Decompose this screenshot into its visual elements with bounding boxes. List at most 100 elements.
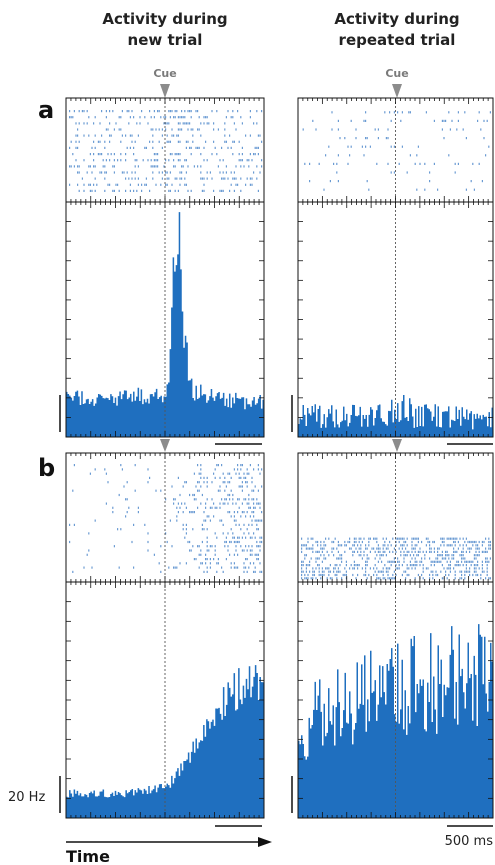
spike-tick <box>411 557 413 560</box>
spike-tick <box>94 177 96 180</box>
spike-tick <box>422 567 424 570</box>
spike-tick <box>254 536 256 539</box>
spike-tick <box>241 536 243 539</box>
spike-tick <box>237 498 239 501</box>
spike-tick <box>224 128 226 131</box>
spike-tick <box>430 564 432 567</box>
spike-tick <box>355 137 357 140</box>
spike-tick <box>261 519 263 522</box>
spike-tick <box>133 153 135 156</box>
spike-tick <box>358 547 360 550</box>
spike-tick <box>115 183 117 186</box>
spike-tick <box>249 562 251 565</box>
spike-tick <box>230 116 232 119</box>
spike-tick <box>326 577 328 580</box>
spike-tick <box>150 116 152 119</box>
spike-tick <box>257 153 259 156</box>
spike-tick <box>389 577 391 580</box>
spike-tick <box>88 165 90 168</box>
spike-tick <box>301 573 303 577</box>
spike-tick <box>377 550 379 553</box>
spike-tick <box>203 146 205 149</box>
spike-tick <box>459 570 461 573</box>
spike-tick <box>398 564 400 567</box>
spike-tick <box>233 177 235 180</box>
spike-tick <box>310 557 312 560</box>
spike-tick <box>248 566 250 569</box>
spike-tick <box>389 111 391 114</box>
spike-tick <box>137 134 139 137</box>
spike-tick <box>235 472 237 475</box>
spike-tick <box>249 506 251 509</box>
spike-tick <box>389 550 391 553</box>
spike-tick <box>251 177 253 180</box>
spike-tick <box>125 134 127 137</box>
spike-tick <box>198 128 200 131</box>
spike-tick <box>176 519 178 522</box>
spike-tick <box>221 177 223 180</box>
spike-tick <box>397 111 399 114</box>
spike-tick <box>232 110 234 113</box>
spike-tick <box>417 537 419 540</box>
spike-tick <box>432 570 434 573</box>
spike-tick <box>190 153 192 156</box>
spike-tick <box>441 557 443 560</box>
spike-tick <box>443 567 445 570</box>
spike-tick <box>357 567 359 570</box>
spike-tick <box>181 165 183 168</box>
spike-tick <box>368 540 370 544</box>
spike-tick <box>456 560 458 563</box>
spike-tick <box>125 498 127 501</box>
spike-tick <box>261 511 263 514</box>
spike-tick <box>481 567 483 570</box>
spike-tick <box>203 481 205 484</box>
spike-tick <box>129 189 131 192</box>
spike-tick <box>403 570 405 573</box>
spike-tick <box>200 165 202 168</box>
spike-tick <box>213 122 215 125</box>
spike-tick <box>240 485 242 488</box>
spike-tick <box>185 532 187 535</box>
spike-tick <box>126 146 128 149</box>
spike-tick <box>99 171 101 174</box>
spike-tick <box>409 564 411 567</box>
spike-tick <box>243 549 245 552</box>
spike-tick <box>406 564 408 567</box>
spike-tick <box>395 564 397 567</box>
spike-tick <box>483 570 485 573</box>
spike-tick <box>131 540 133 544</box>
spike-tick <box>337 544 339 547</box>
spike-tick <box>304 544 306 547</box>
spike-tick <box>91 171 93 174</box>
spike-tick <box>171 128 173 131</box>
spike-tick <box>77 183 79 186</box>
spike-tick <box>464 570 466 573</box>
spike-tick <box>176 153 178 156</box>
spike-tick <box>206 122 208 125</box>
spike-tick <box>302 560 304 563</box>
spike-tick <box>89 472 91 475</box>
spike-tick <box>387 137 389 140</box>
spike-tick <box>73 464 75 467</box>
spike-tick <box>193 472 195 475</box>
spike-tick <box>179 183 181 186</box>
spike-tick <box>195 498 197 501</box>
spike-tick <box>120 116 122 119</box>
cue-marker-right-b <box>392 439 402 452</box>
spike-tick <box>240 116 242 119</box>
spike-tick <box>152 128 154 131</box>
spike-tick <box>481 544 483 547</box>
spike-tick <box>219 489 221 492</box>
spike-tick <box>373 547 375 550</box>
spike-tick <box>185 146 187 149</box>
spike-tick <box>473 554 475 557</box>
spike-tick <box>261 159 263 162</box>
spike-tick <box>176 515 178 518</box>
spike-tick <box>387 560 389 563</box>
spike-tick <box>454 544 456 547</box>
spike-tick <box>153 165 155 168</box>
spike-tick <box>411 537 413 540</box>
spike-tick <box>203 122 205 125</box>
spike-raster <box>69 110 263 192</box>
spike-tick <box>489 544 491 547</box>
